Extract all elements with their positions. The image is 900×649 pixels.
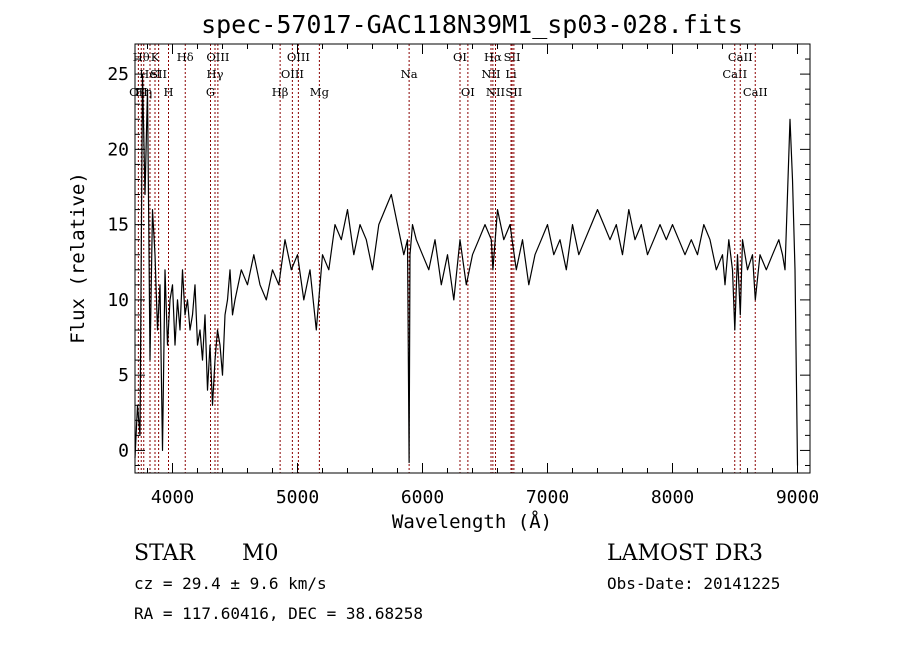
y-axis-label: Flux (relative) <box>67 172 89 344</box>
line-marker-label: Hθ <box>133 50 150 64</box>
line-marker-label: Hγ <box>207 67 224 81</box>
line-marker-label: OI <box>461 85 475 99</box>
plot-area: HθOIIHηHeIKSIIHHδGHγOIIIHβOIIIOIIIMgNaOI… <box>107 44 819 508</box>
line-marker-label: OIII <box>287 50 310 64</box>
line-marker-label: Hδ <box>177 50 194 64</box>
subclass: M0 <box>242 541 279 566</box>
survey-name: LAMOST DR3 <box>607 541 763 566</box>
line-marker-label: SII <box>504 50 521 64</box>
line-marker-label: OI <box>453 50 467 64</box>
line-marker-label: CaII <box>743 85 768 99</box>
line-marker-label: OIII <box>281 67 304 81</box>
line-marker-label: NII <box>481 67 500 81</box>
x-axis-label: Wavelength (Å) <box>392 510 552 533</box>
x-tick-label: 5000 <box>276 487 319 508</box>
x-tick-label: 7000 <box>526 487 569 508</box>
y-tick-label: 5 <box>118 365 129 386</box>
object-type: STAR <box>134 541 196 566</box>
line-marker-label: Hα <box>484 50 502 64</box>
line-marker-label: H <box>163 85 173 99</box>
line-marker-label: NII <box>486 85 505 99</box>
x-tick-label: 6000 <box>401 487 444 508</box>
redshift-text: cz = 29.4 ± 9.6 km/s <box>134 574 327 593</box>
x-tick-label: 9000 <box>776 487 819 508</box>
chart-title: spec-57017-GAC118N39M1_sp03-028.fits <box>201 10 743 39</box>
line-marker-label: Na <box>401 67 418 81</box>
y-tick-label: 0 <box>118 440 129 461</box>
line-marker-label: G <box>206 85 215 99</box>
x-tick-label: 4000 <box>151 487 194 508</box>
spectrum-line <box>134 73 799 466</box>
y-tick-label: 20 <box>107 139 129 160</box>
line-marker-label: CaII <box>722 67 747 81</box>
line-marker-label: OIII <box>206 50 229 64</box>
x-tick-label: 8000 <box>651 487 694 508</box>
line-marker-label: Mg <box>310 85 330 99</box>
line-marker-label: SII <box>150 67 167 81</box>
y-tick-label: 25 <box>107 64 129 85</box>
coords-text: RA = 117.60416, DEC = 38.68258 <box>134 604 423 623</box>
line-marker-label: SII <box>505 85 522 99</box>
line-marker-label: Li <box>505 67 517 81</box>
line-marker-label: CaII <box>728 50 753 64</box>
line-marker-label: K <box>151 50 160 64</box>
line-marker-label: Hβ <box>272 85 289 99</box>
y-tick-label: 15 <box>107 215 129 236</box>
obs-date-text: Obs-Date: 20141225 <box>607 574 780 593</box>
plot-frame <box>134 43 811 474</box>
y-tick-label: 10 <box>107 290 129 311</box>
